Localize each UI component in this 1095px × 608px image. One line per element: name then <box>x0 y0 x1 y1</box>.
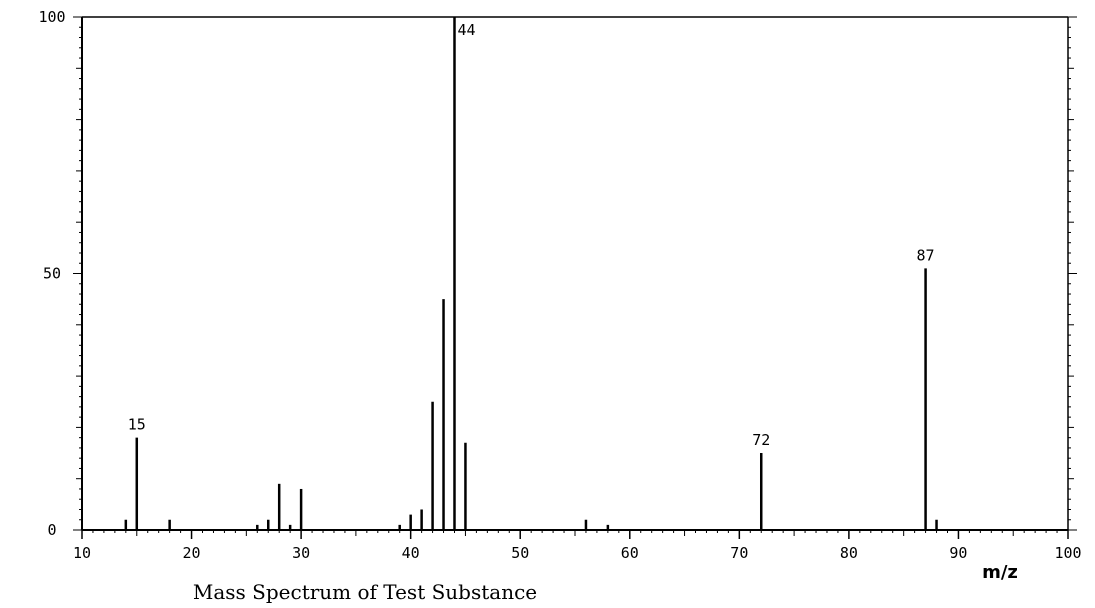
minor-ticks <box>73 16 1077 539</box>
x-tick-label: 100 <box>1054 544 1081 562</box>
x-tick-label: 50 <box>511 544 529 562</box>
chart-caption: Mass Spectrum of Test Substance <box>192 580 538 604</box>
peak-label: 44 <box>457 21 475 39</box>
peak-label: 87 <box>917 246 935 264</box>
y-tick-label: 100 <box>38 8 65 26</box>
tick-labels: 10 20 30 40 50 60 70 80 90 100 0 50 100 <box>38 8 1081 562</box>
x-tick-label: 80 <box>840 544 858 562</box>
x-tick-label: 60 <box>621 544 639 562</box>
x-tick-label: 90 <box>949 544 967 562</box>
peak-label: 15 <box>128 416 146 434</box>
x-tick-label: 40 <box>402 544 420 562</box>
x-tick-label: 20 <box>183 544 201 562</box>
x-tick-label: 10 <box>73 544 91 562</box>
y-tick-label: 50 <box>43 265 61 283</box>
plot-frame <box>81 16 1069 531</box>
x-tick-label: 70 <box>730 544 748 562</box>
peak-label: 72 <box>752 431 770 449</box>
x-tick-label: 30 <box>292 544 310 562</box>
y-tick-label: 0 <box>47 521 56 539</box>
peak-labels: 15 44 72 87 <box>128 21 935 449</box>
x-axis-label: m/z <box>982 562 1018 583</box>
peaks <box>124 17 938 530</box>
